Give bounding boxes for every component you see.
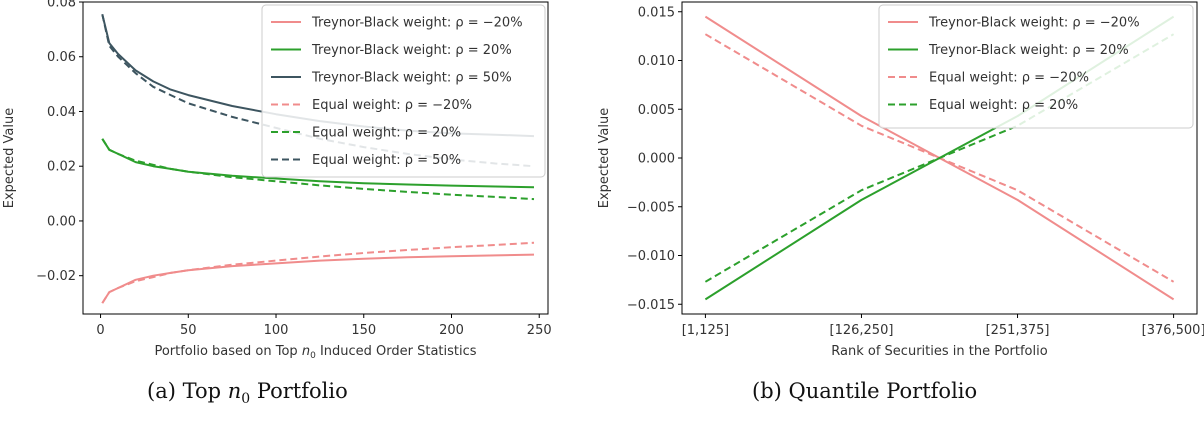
series-line-2 xyxy=(101,138,535,189)
chart-panel-a: −0.02 0.00 0.02 0.04 0.06 0.08 0 50 100 150 200 250… xyxy=(2,0,552,361)
legend-entry: Equal weight: ρ = 50% xyxy=(312,153,461,168)
y-tick-label: −0.010 xyxy=(627,249,675,264)
y-tick-label: 0.02 xyxy=(47,160,76,175)
legend-entry: Treynor-Black weight: ρ = 50% xyxy=(311,71,512,86)
x-tick-label: [1,125] xyxy=(682,323,729,338)
legend-entry: Equal weight: ρ = 20% xyxy=(312,126,461,141)
y-axis-label: Expected Value xyxy=(597,108,612,208)
legend-box xyxy=(261,4,546,178)
x-tick-label: 250 xyxy=(527,323,552,338)
y-tick-label: −0.02 xyxy=(36,269,76,284)
y-tick-label: −0.005 xyxy=(627,200,675,215)
y-tick-label: 0.08 xyxy=(47,0,76,11)
y-tick-label: 0.005 xyxy=(638,103,675,118)
caption-a: (a) Top n0 Portfolio xyxy=(147,379,348,407)
series-line-4 xyxy=(101,241,535,304)
y-tick-label: 0.010 xyxy=(638,54,675,69)
y-tick-label: 0.00 xyxy=(47,214,76,229)
x-axis-label: Rank of Securities in the Portfolio xyxy=(831,344,1047,359)
x-tick-label: [126,250] xyxy=(830,323,894,338)
x-tick-label: 0 xyxy=(96,323,104,338)
caption-b: (b) Quantile Portfolio xyxy=(752,379,977,403)
legend-entry: Equal weight: ρ = 20% xyxy=(929,98,1078,113)
y-tick-label: 0.000 xyxy=(638,152,675,167)
legend-entry: Equal weight: ρ = −20% xyxy=(312,98,472,113)
y-tick-label: 0.015 xyxy=(638,5,675,20)
legend-entry: Treynor-Black weight: ρ = −20% xyxy=(311,16,523,31)
legend-entry: Treynor-Black weight: ρ = 20% xyxy=(311,43,512,58)
legend-entry: Equal weight: ρ = −20% xyxy=(929,71,1089,86)
x-axis-label: Portfolio based on Top n0 Induced Order … xyxy=(154,344,476,361)
series-line-5 xyxy=(101,138,535,201)
x-tick-label: [376,500] xyxy=(1142,323,1204,338)
y-tick-label: 0.06 xyxy=(47,50,76,65)
legend: Treynor-Black weight: ρ = −20% Treynor-Bl… xyxy=(878,4,1194,129)
y-tick-label: 0.04 xyxy=(47,105,76,120)
legend: Treynor-Black weight: ρ = −20% Treynor-Bl… xyxy=(261,4,546,178)
x-tick-label: 150 xyxy=(351,323,376,338)
y-tick-label: −0.015 xyxy=(627,298,675,313)
legend-box xyxy=(878,4,1194,129)
chart-panel-b: −0.015 −0.010 −0.005 0.000 0.005 0.010 0.015 [1… xyxy=(597,1,1204,359)
series-line-1 xyxy=(101,253,535,304)
y-axis-label: Expected Value xyxy=(2,108,17,208)
x-tick-label: 200 xyxy=(439,323,464,338)
legend-entry: Treynor-Black weight: ρ = 20% xyxy=(928,43,1129,58)
x-tick-label: 50 xyxy=(180,323,197,338)
x-tick-label: 100 xyxy=(264,323,289,338)
x-tick-label: [251,375] xyxy=(986,323,1050,338)
legend-entry: Treynor-Black weight: ρ = −20% xyxy=(928,16,1140,31)
plot-frame xyxy=(82,1,549,315)
